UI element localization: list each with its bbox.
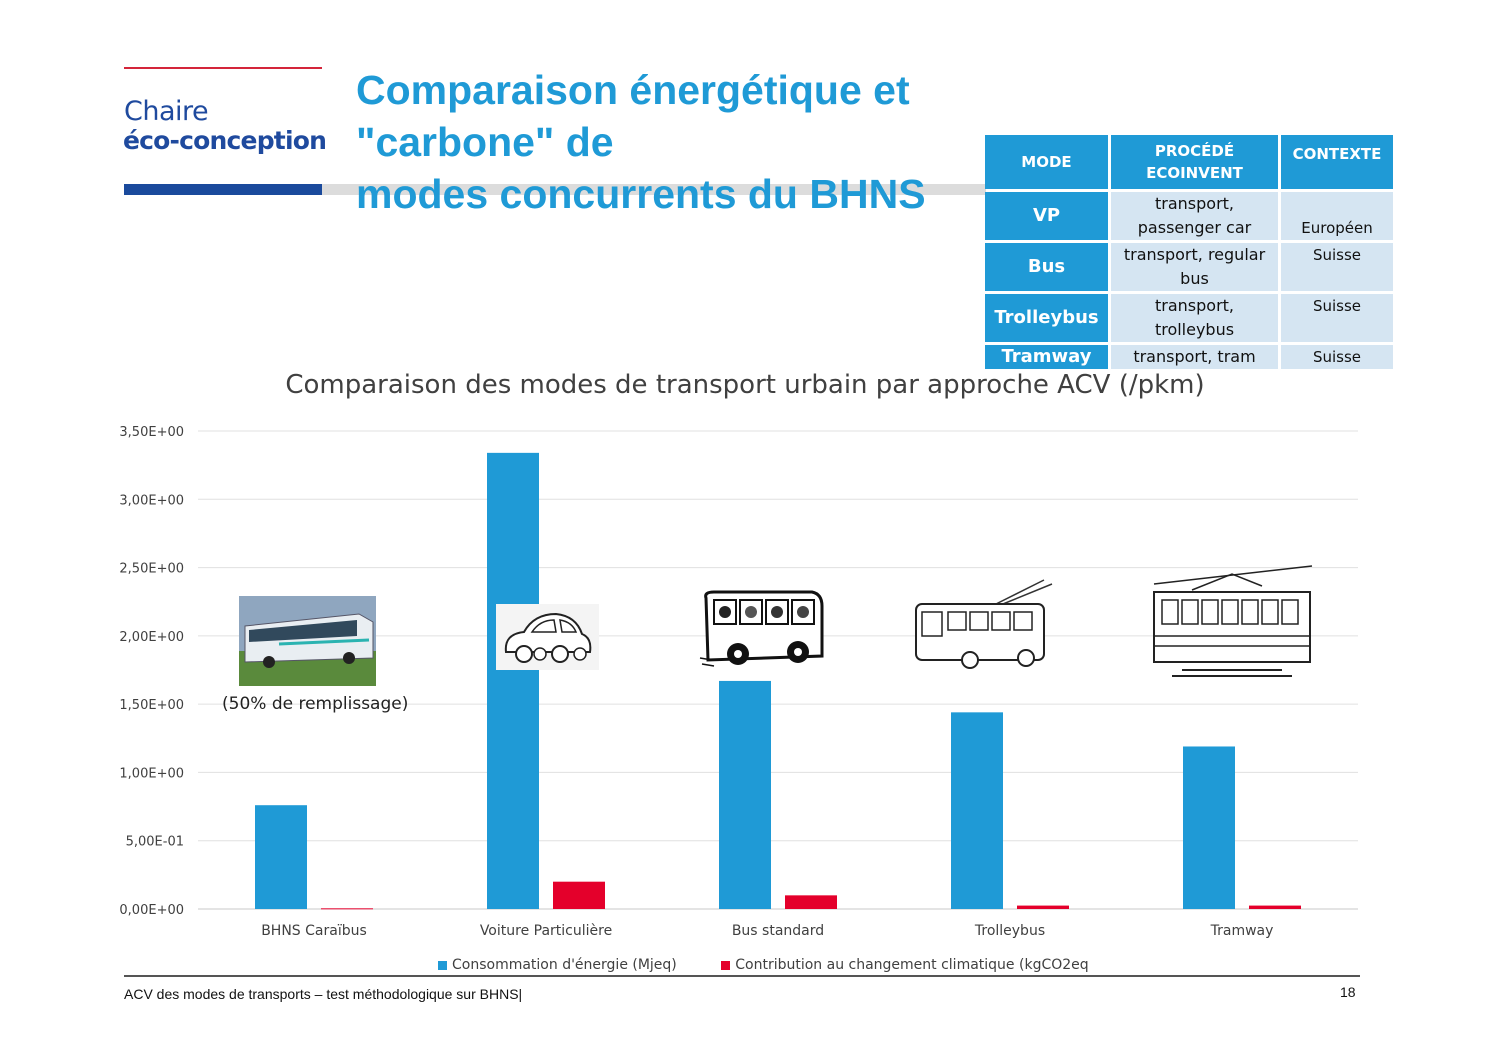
table-row: Bus transport, regular bus Suisse <box>985 243 1393 291</box>
logo-line1: Chaire <box>124 96 209 127</box>
y-tick-labels: 0,00E+00 5,00E-01 1,00E+00 1,50E+00 2,00E+00… <box>119 425 184 918</box>
bar-climate <box>321 908 373 910</box>
row-contexte: Suisse <box>1281 294 1393 342</box>
row-procede: transport, regular bus <box>1111 243 1278 291</box>
bar-energy <box>487 452 539 909</box>
x-tick-label: Bus standard <box>732 923 824 939</box>
header-contexte: CONTEXTE <box>1281 135 1393 189</box>
header-procede: PROCÉDÉ ECOINVENT <box>1111 135 1278 189</box>
footer-text: ACV des modes de transports – test métho… <box>124 986 523 1002</box>
bar-energy <box>719 680 771 909</box>
logo-line2: éco-conception <box>123 126 327 155</box>
bus-icon <box>699 590 824 667</box>
table-header-row: MODE PROCÉDÉ ECOINVENT CONTEXTE <box>985 135 1393 189</box>
row-mode: Tramway <box>985 345 1108 369</box>
row-mode: VP <box>985 192 1108 240</box>
legend-label-energy: Consommation d'énergie (Mjeq) <box>452 957 677 973</box>
y-tick-label: 0,00E+00 <box>119 903 184 918</box>
bhns-bus-photo <box>239 596 376 686</box>
x-tick-label: Voiture Particulière <box>480 923 612 939</box>
table-row: VP transport, passenger car Européen <box>985 192 1393 240</box>
car-icon <box>496 604 599 670</box>
legend-swatch-climate <box>721 960 731 970</box>
y-tick-label: 1,00E+00 <box>119 766 184 781</box>
fill-note: (50% de remplissage) <box>222 694 409 714</box>
table-row: Tramway transport, tram Suisse <box>985 345 1393 369</box>
table-row: Trolleybus transport, trolleybus Suisse <box>985 294 1393 342</box>
x-tick-labels: BHNS Caraïbus Voiture Particulière Bus sta… <box>261 923 1273 939</box>
bar-climate <box>1249 905 1301 909</box>
row-mode: Bus <box>985 243 1108 291</box>
row-contexte: Européen <box>1281 192 1393 240</box>
x-tick-label: BHNS Caraïbus <box>261 923 367 939</box>
row-contexte: Suisse <box>1281 345 1393 369</box>
chart-legend: Consommation d'énergie (Mjeq) Contributi… <box>438 957 1129 973</box>
row-procede: transport, trolleybus <box>1111 294 1278 342</box>
y-tick-label: 5,00E-01 <box>126 835 184 850</box>
header-mode: MODE <box>985 135 1108 189</box>
legend-item-energy: Consommation d'énergie (Mjeq) <box>438 957 677 973</box>
slide-title-line2: modes concurrents du BHNS <box>356 171 926 217</box>
bar-energy <box>1183 746 1235 909</box>
y-tick-label: 2,00E+00 <box>119 630 184 645</box>
x-tick-label: Tramway <box>1210 923 1274 939</box>
bar-energy <box>951 712 1003 909</box>
row-procede: transport, tram <box>1111 345 1278 369</box>
slide-title: Comparaison énergétique et "carbone" de … <box>356 64 996 220</box>
legend-swatch-energy <box>438 960 447 970</box>
chart-title: Comparaison des modes de transport urbai… <box>285 370 1205 400</box>
bar-climate <box>553 881 605 909</box>
legend-label-climate: Contribution au changement climatique (k… <box>735 957 1089 973</box>
bars <box>255 452 1301 910</box>
slide-title-line1: Comparaison énergétique et "carbone" de <box>356 67 910 165</box>
y-tick-label: 3,00E+00 <box>119 493 184 508</box>
bar-energy <box>255 805 307 909</box>
title-underline-bar <box>322 184 986 195</box>
logo-bar <box>124 184 322 195</box>
mode-table: MODE PROCÉDÉ ECOINVENT CONTEXTE VP trans… <box>982 132 1396 372</box>
tramway-icon <box>1153 565 1313 677</box>
y-tick-label: 3,50E+00 <box>119 425 184 440</box>
bar-climate <box>785 895 837 909</box>
row-procede: transport, passenger car <box>1111 192 1278 240</box>
y-tick-label: 1,50E+00 <box>119 698 184 713</box>
trolleybus-icon <box>915 579 1053 669</box>
y-tick-label: 2,50E+00 <box>119 562 184 577</box>
row-contexte: Suisse <box>1281 243 1393 291</box>
x-tick-label: Trolleybus <box>974 923 1045 939</box>
page-number: 18 <box>1340 984 1356 1000</box>
logo-top-line <box>124 67 322 69</box>
row-mode: Trolleybus <box>985 294 1108 342</box>
footer-line <box>124 975 1360 977</box>
legend-item-climate: Contribution au changement climatique (k… <box>721 957 1089 973</box>
bar-climate <box>1017 905 1069 909</box>
